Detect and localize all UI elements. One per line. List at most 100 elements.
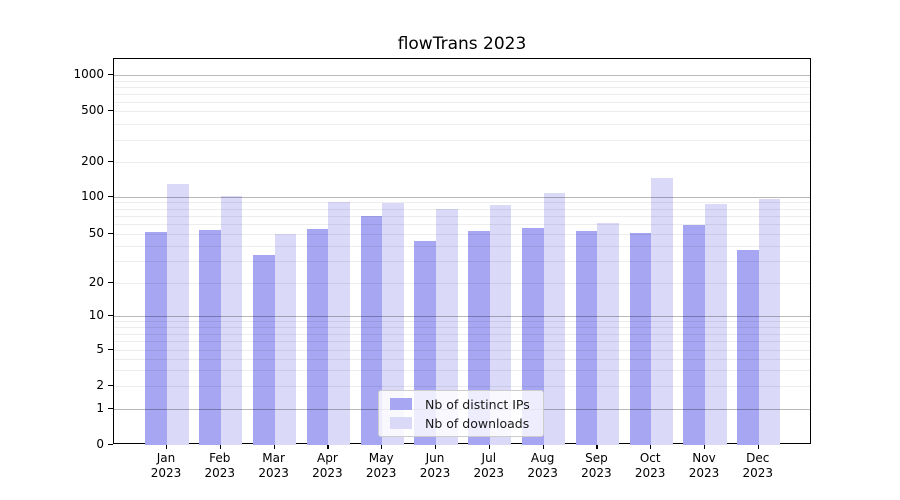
x-tick-mark	[435, 444, 437, 449]
bar-distinct-ips-oct	[629, 233, 652, 445]
x-tick-mark	[757, 444, 759, 449]
gridline-minor	[114, 234, 810, 236]
x-tick-label-jun: Jun 2023	[419, 451, 451, 480]
bar-distinct-ips-nov	[683, 225, 705, 445]
bar-distinct-ips-mar	[253, 254, 275, 445]
x-tick-label-aug: Aug 2023	[527, 451, 558, 480]
x-tick-label-may: May 2023	[365, 451, 397, 480]
x-tick-mark	[704, 444, 706, 449]
plot-area: Nb of distinct IPs Nb of downloads	[113, 58, 811, 445]
bar-downloads-jun	[436, 208, 458, 445]
grid-layer	[114, 59, 810, 443]
legend-swatch-distinct-ips	[390, 398, 412, 410]
gridline-major	[114, 75, 810, 76]
gridline-major	[114, 316, 810, 318]
y-tick-mark	[108, 349, 113, 351]
gridline-minor	[114, 202, 810, 204]
x-tick-label-nov: Nov 2023	[688, 451, 720, 480]
gridline-minor	[114, 111, 810, 113]
x-tick-mark	[488, 444, 490, 449]
gridline-minor	[114, 386, 810, 388]
x-tick-mark	[273, 444, 275, 449]
y-tick-mark	[108, 110, 113, 112]
gridline-major	[114, 196, 810, 198]
chart-title: flowTrans 2023	[397, 34, 527, 54]
legend-label-downloads: Nb of downloads	[425, 415, 530, 431]
bar-downloads-oct	[651, 177, 673, 445]
gridline-minor	[114, 350, 810, 352]
bar-downloads-dec	[758, 198, 781, 445]
gridline-minor	[114, 162, 810, 163]
y-tick-label: 2	[96, 378, 104, 393]
legend-swatch-downloads	[390, 417, 412, 429]
gridline-minor	[114, 341, 810, 343]
x-tick-label-sep: Sep 2023	[581, 451, 612, 480]
x-tick-label-feb: Feb 2023	[204, 451, 236, 480]
gridline-minor	[114, 123, 810, 125]
y-tick-label: 10	[88, 308, 104, 323]
y-tick-label: 100	[81, 188, 104, 203]
x-tick-mark	[596, 444, 598, 449]
y-tick-mark	[108, 444, 113, 446]
y-tick-mark	[108, 407, 113, 409]
legend: Nb of distinct IPs Nb of downloads	[378, 390, 544, 437]
bar-downloads-jul	[489, 204, 512, 445]
y-tick-mark	[108, 195, 113, 197]
bar-distinct-ips-feb	[199, 230, 221, 445]
x-tick-mark	[166, 444, 168, 449]
y-tick-mark	[108, 161, 113, 163]
bar-downloads-jan	[167, 184, 189, 445]
gridline-minor	[114, 86, 810, 88]
legend-item-distinct-ips: Nb of distinct IPs	[385, 397, 537, 412]
y-tick-label: 1	[96, 400, 104, 415]
legend-label-distinct-ips: Nb of distinct IPs	[425, 396, 530, 412]
gridline-minor	[114, 224, 810, 226]
x-tick-label-apr: Apr 2023	[312, 451, 343, 480]
x-tick-mark	[327, 444, 329, 449]
x-tick-mark	[381, 444, 383, 449]
y-tick-label: 50	[88, 226, 104, 241]
x-tick-label-oct: Oct 2023	[634, 451, 666, 480]
bar-distinct-ips-may	[360, 216, 383, 445]
bar-downloads-sep	[597, 222, 619, 445]
y-tick-mark	[108, 385, 113, 387]
gridline-minor	[114, 216, 810, 218]
gridline-minor	[114, 246, 810, 248]
bar-downloads-apr	[328, 202, 350, 445]
gridline-minor	[114, 208, 810, 210]
y-tick-mark	[108, 281, 113, 283]
bar-downloads-nov	[705, 203, 727, 445]
y-tick-mark	[108, 233, 113, 235]
bar-downloads-aug	[543, 192, 566, 445]
y-tick-mark	[108, 74, 113, 76]
gridline-minor	[114, 80, 810, 82]
bar-downloads-feb	[220, 196, 243, 445]
bar-distinct-ips-dec	[737, 250, 759, 445]
x-tick-label-jan: Jan 2023	[150, 451, 182, 480]
gridline-minor	[114, 139, 810, 141]
bar-distinct-ips-jan	[145, 232, 167, 445]
gridline-minor	[114, 321, 810, 323]
x-tick-label-mar: Mar 2023	[258, 451, 289, 480]
y-tick-label: 500	[81, 103, 104, 118]
y-tick-label: 0	[96, 437, 104, 452]
y-tick-mark	[108, 315, 113, 317]
bar-downloads-mar	[274, 234, 297, 445]
legend-item-downloads: Nb of downloads	[385, 416, 537, 431]
gridline-minor	[114, 327, 810, 329]
x-tick-mark	[542, 444, 544, 449]
gridline-minor	[114, 333, 810, 335]
gridline-minor	[114, 359, 810, 361]
x-tick-label-jul: Jul 2023	[473, 451, 505, 480]
gridline-minor	[114, 370, 810, 372]
y-tick-label: 5	[96, 342, 104, 357]
bar-downloads-may	[382, 203, 404, 445]
gridline-minor	[114, 101, 810, 103]
bar-distinct-ips-sep	[575, 231, 598, 445]
y-tick-label: 1000	[73, 67, 104, 81]
gridline-minor	[114, 282, 810, 284]
x-tick-label-dec: Dec 2023	[742, 451, 774, 480]
x-tick-mark	[219, 444, 221, 449]
y-tick-label: 200	[81, 154, 104, 168]
